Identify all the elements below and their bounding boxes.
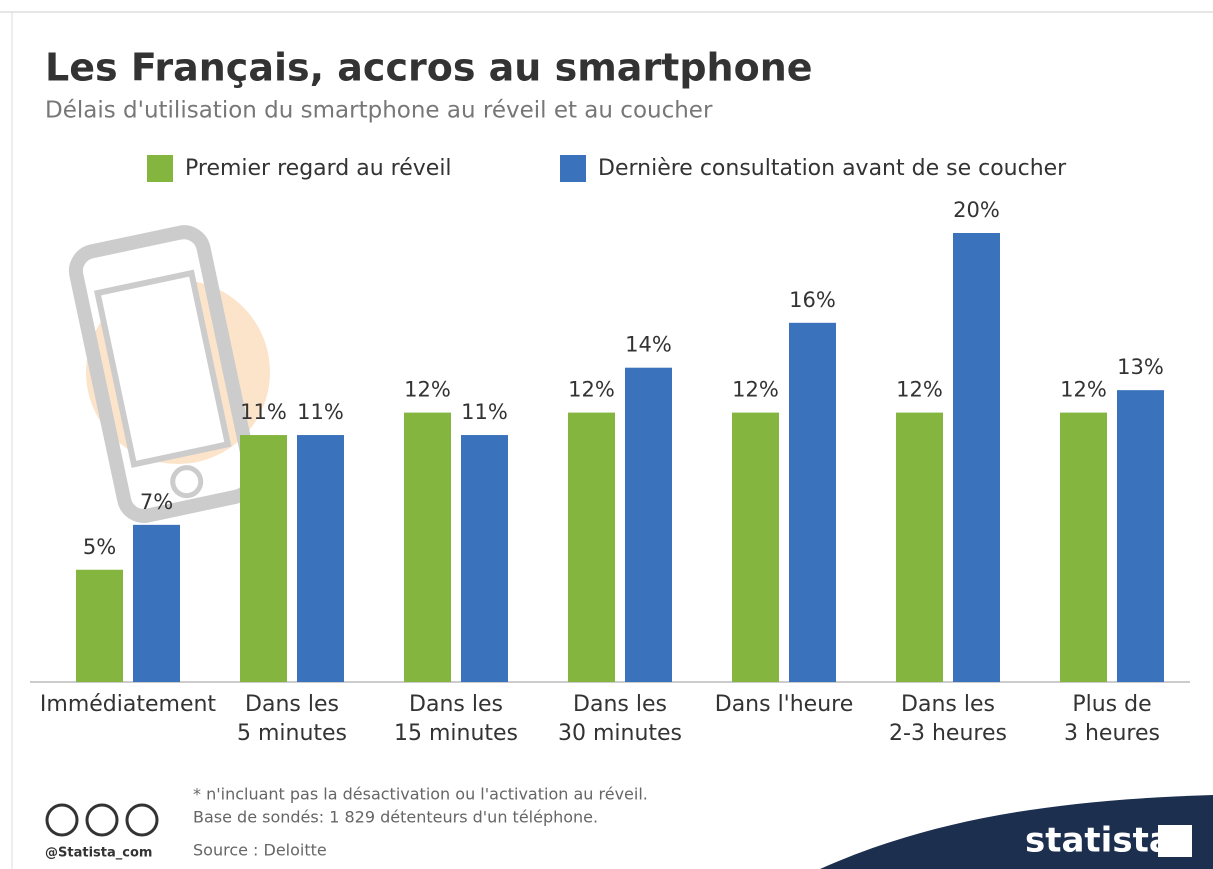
value-label: 12% [568, 378, 615, 402]
value-label: 12% [404, 378, 451, 402]
value-label: 12% [1060, 378, 1107, 402]
source: Source : Deloitte [193, 841, 327, 860]
x-tick-label: Dans l'heure [715, 692, 854, 717]
bar [1117, 390, 1164, 682]
bar [240, 435, 287, 682]
legend-label: Dernière consultation avant de se couche… [598, 156, 1067, 181]
chart: Les Français, accros au smartphone Délai… [0, 0, 1213, 869]
chart-subtitle: Délais d'utilisation du smartphone au ré… [45, 98, 713, 124]
brand-mark [1158, 825, 1192, 857]
value-label: 12% [732, 378, 779, 402]
value-label: 16% [789, 288, 836, 312]
bar [133, 525, 180, 682]
bar [789, 323, 836, 682]
brand-logo: statista [1025, 821, 1172, 861]
value-label: 11% [297, 400, 344, 424]
page: {"chart_data": {"type": "bar", "title": … [0, 0, 1213, 869]
chart-title: Les Français, accros au smartphone [45, 46, 813, 90]
license-icons [47, 805, 157, 835]
legend-label: Premier regard au réveil [185, 156, 452, 181]
legend-swatch [560, 155, 586, 182]
footnote: * n'incluant pas la désactivation ou l'a… [193, 785, 648, 804]
bar [461, 435, 508, 682]
value-label: 7% [140, 490, 173, 514]
footnote: Base de sondés: 1 829 détenteurs d'un té… [193, 808, 598, 827]
legend-swatch [147, 155, 173, 182]
bar [1060, 413, 1107, 682]
x-tick-label: Immédiatement [40, 692, 217, 717]
value-label: 14% [625, 333, 672, 357]
bar [625, 368, 672, 682]
value-label: 11% [461, 400, 508, 424]
value-label: 13% [1117, 355, 1164, 379]
bar [404, 413, 451, 682]
bar [568, 413, 615, 682]
value-label: 5% [83, 535, 116, 559]
value-label: 11% [240, 400, 287, 424]
value-label: 20% [953, 198, 1000, 222]
bar [76, 570, 123, 682]
credit: @Statista_com [45, 846, 152, 861]
bar [896, 413, 943, 682]
bar [297, 435, 344, 682]
value-label: 12% [896, 378, 943, 402]
bar [732, 413, 779, 682]
bar [953, 233, 1000, 682]
